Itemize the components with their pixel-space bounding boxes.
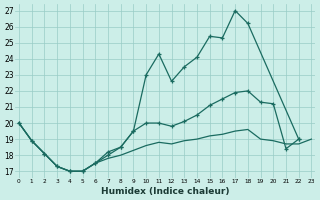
X-axis label: Humidex (Indice chaleur): Humidex (Indice chaleur) <box>101 187 229 196</box>
